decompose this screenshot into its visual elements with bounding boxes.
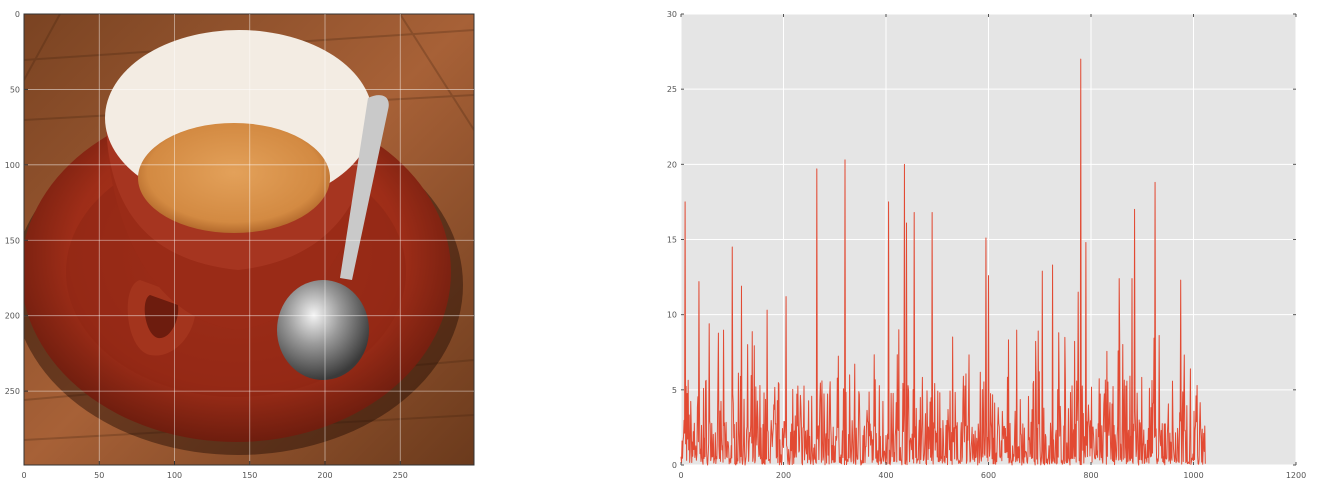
image-y-tick-label: 150 xyxy=(5,236,20,245)
image-x-tick-label: 50 xyxy=(94,471,104,480)
espresso-photo xyxy=(24,14,474,465)
series-line xyxy=(680,58,1206,466)
image-gridlines xyxy=(24,14,474,465)
chart-x-tick-label: 1200 xyxy=(1286,471,1306,480)
chart-y-tick-label: 25 xyxy=(667,85,677,94)
image-y-tick-label: 50 xyxy=(10,85,20,94)
chart-y-tick-label: 10 xyxy=(667,311,677,320)
image-y-tick-label: 0 xyxy=(15,10,20,19)
image-x-tick-label: 100 xyxy=(167,471,182,480)
chart-x-tick-label: 1000 xyxy=(1183,471,1203,480)
image-panel: 0 50 100 150 200 250 0 50 100 150 200 250 xyxy=(5,10,475,480)
chart-x-tick-label: 0 xyxy=(678,471,683,480)
image-axis-ticks: 0 50 100 150 200 250 0 50 100 150 200 250 xyxy=(5,10,408,480)
chart-y-tick-label: 30 xyxy=(667,10,677,19)
chart-axis-ticks: 0 200 400 600 800 1000 1200 0 5 10 15 20 25 30 xyxy=(667,10,1306,480)
chart-x-tick-label: 600 xyxy=(981,471,996,480)
chart-x-tick-label: 400 xyxy=(878,471,893,480)
image-x-tick-label: 150 xyxy=(242,471,257,480)
image-x-tick-label: 200 xyxy=(317,471,332,480)
chart-y-tick-label: 15 xyxy=(667,236,677,245)
chart-panel: 0 200 400 600 800 1000 1200 0 5 10 15 20 25 30 xyxy=(667,10,1306,480)
image-y-tick-label: 200 xyxy=(5,312,20,321)
image-x-tick-label: 250 xyxy=(393,471,408,480)
chart-y-tick-label: 0 xyxy=(672,461,677,470)
image-x-tick-label: 0 xyxy=(21,471,26,480)
image-y-tick-label: 250 xyxy=(5,387,20,396)
chart-y-tick-label: 5 xyxy=(672,386,677,395)
chart-x-tick-label: 800 xyxy=(1083,471,1098,480)
image-y-tick-label: 100 xyxy=(5,161,20,170)
chart-x-tick-label: 200 xyxy=(776,471,791,480)
chart-y-tick-label: 20 xyxy=(667,160,677,169)
